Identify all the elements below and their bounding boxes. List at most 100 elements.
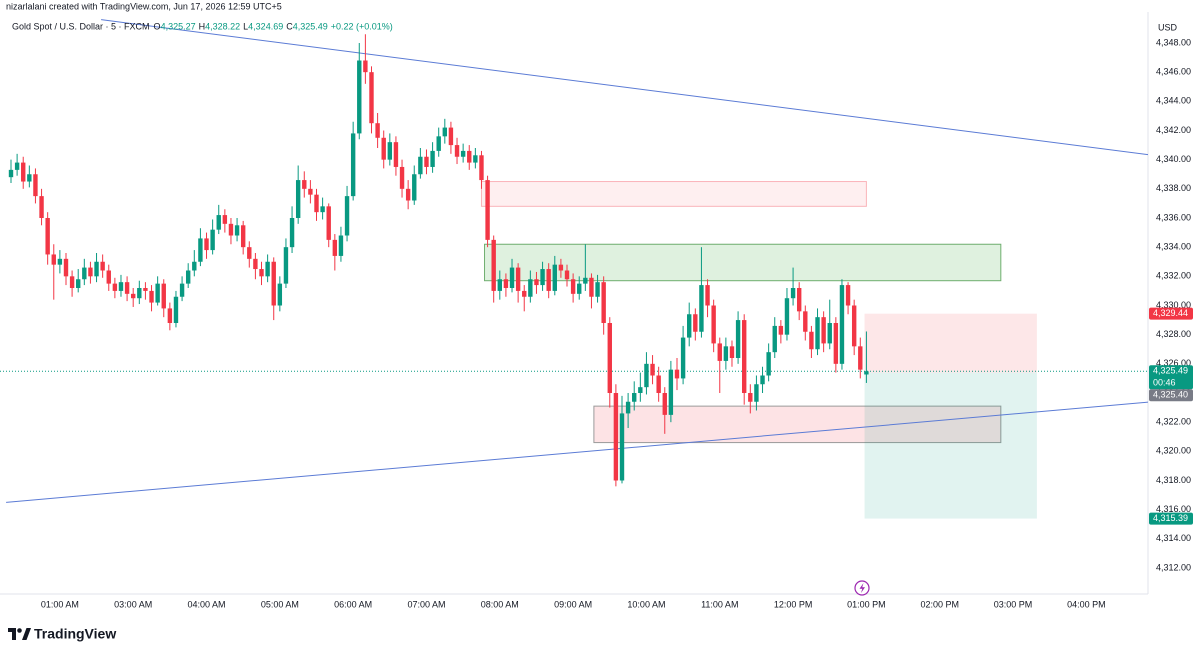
x-tick-label: 08:00 AM [481,599,519,609]
candle-body [259,269,264,277]
candle-body [424,156,429,167]
target-area [864,372,1037,519]
candle-body [387,142,393,160]
candle-body [460,150,466,157]
candle-body [528,279,533,297]
candle-body [82,267,87,280]
candle-body [198,238,203,262]
candle-body [668,369,674,415]
candle-body [76,279,81,288]
candle-body [27,174,32,182]
candle-body [796,288,802,312]
candle-body [106,270,111,284]
candle-body [693,314,698,332]
candle-body [283,247,289,284]
price-label-box [1149,307,1193,320]
candle-body [179,283,185,297]
candle-body [742,320,747,393]
candle-body [845,285,851,306]
candle-body [131,293,136,299]
x-tick-label: 06:00 AM [334,599,372,609]
y-axis-label: USD [1158,22,1178,32]
legend-name: H [199,21,206,31]
x-tick-label: 05:00 AM [261,599,299,609]
candle-body [405,188,411,201]
y-tick-label: 4,342.00 [1156,125,1191,135]
legend-name: L [243,21,248,31]
price-label: 4,329.44 [1153,308,1188,318]
candle-body [100,261,105,271]
y-tick-label: 4,334.00 [1156,242,1191,252]
candle-body [601,282,606,323]
candle-body [94,261,99,277]
candle-body [515,267,521,291]
candle-body [656,375,661,393]
candle-body [363,60,368,73]
brand-name: TradingView [34,626,116,642]
candle-body [222,215,228,224]
candle-body [815,317,820,350]
candle-body [766,352,771,376]
alert-icon [854,580,870,596]
y-tick-label: 4,332.00 [1156,271,1191,281]
candle-body [552,264,557,291]
candle-body [357,60,362,134]
candle-body [687,314,692,338]
candle-body [735,320,741,358]
candle-body [69,276,75,288]
candle-body [350,133,356,197]
candle-body [473,155,478,163]
candle-body [289,218,295,248]
y-tick-label: 4,312.00 [1156,562,1191,572]
candle-body [375,123,380,138]
candle-body [754,384,759,402]
x-tick-label: 03:00 AM [114,599,152,609]
candle-body [809,331,814,350]
candle-body [118,282,124,291]
x-tick-label: 03:00 PM [994,599,1033,609]
candle-body [784,298,790,335]
candle-body [185,270,191,284]
candle-body [430,150,435,167]
candle-body [839,285,845,364]
candle-body [699,285,704,332]
candle-body [632,393,637,402]
price-label: 4,315.39 [1153,513,1188,523]
candle-body [522,290,527,297]
candle-body [485,180,490,240]
y-tick-label: 4,348.00 [1156,37,1191,47]
candle-body [240,225,246,248]
candle-body [570,279,576,294]
x-tick-label: 04:00 AM [188,599,226,609]
candle-body [662,393,667,415]
candle-body [448,127,454,146]
candle-body [680,337,686,379]
candle-body [167,308,173,323]
price-label: 4,325.40 [1153,390,1188,400]
candle-body [564,270,570,280]
candle-body [821,317,826,344]
x-tick-label: 11:00 AM [701,599,738,609]
candle-body [619,413,625,481]
candle-body [320,206,325,213]
y-tick-label: 4,336.00 [1156,212,1191,222]
candle-body [265,261,270,277]
zone [484,243,1002,282]
candle-body [650,363,655,376]
legend-value: 4,325.27 [161,21,196,31]
candle-body [583,277,588,284]
candle-body [137,288,142,299]
candle-body [644,363,649,388]
candle-body [302,180,307,189]
candle-body [277,283,283,306]
candle-body [63,258,69,277]
candle-body [589,277,594,297]
candle-body [778,325,784,335]
candle-body [271,261,276,306]
legend-name: C [286,21,293,31]
candle-body [39,196,44,218]
candle-body [381,137,386,160]
candle-body [234,225,240,236]
